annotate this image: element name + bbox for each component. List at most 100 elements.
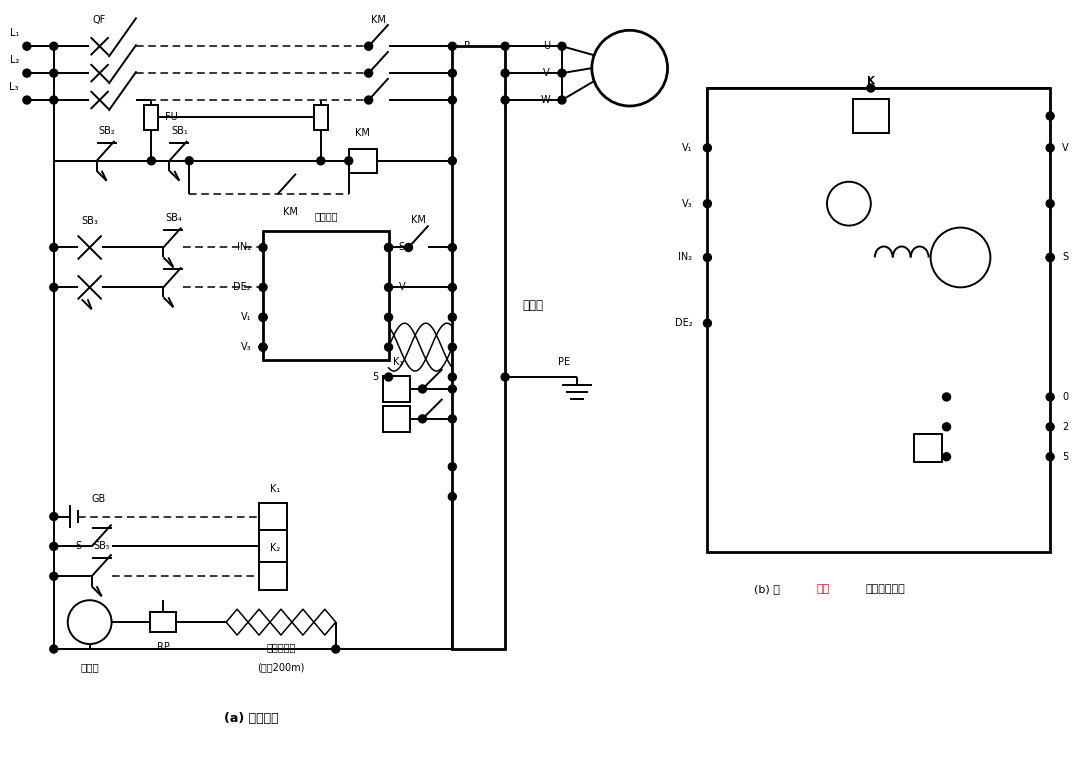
Circle shape [1046,200,1054,207]
Circle shape [23,96,31,104]
Circle shape [147,157,155,164]
Text: SB₃: SB₃ [81,216,98,226]
Text: QF: QF [93,15,106,25]
Text: 变频器: 变频器 [523,299,543,312]
Circle shape [1046,393,1054,401]
Circle shape [385,373,393,381]
Circle shape [364,96,373,104]
Circle shape [364,42,373,50]
Circle shape [448,157,456,164]
Text: SB₂: SB₂ [98,126,115,136]
Circle shape [448,343,456,351]
Text: (a) 控制电路: (a) 控制电路 [224,712,278,725]
Text: V₁: V₁ [682,143,693,153]
Bar [453,46,505,649]
Circle shape [259,313,267,321]
Text: 5: 5 [1063,451,1068,462]
Text: SB₄: SB₄ [165,213,182,223]
Text: 0: 0 [372,312,379,322]
Text: V: V [398,282,405,292]
Text: 操作: 操作 [816,584,829,594]
Circle shape [943,393,950,401]
Text: RP: RP [157,642,170,652]
Circle shape [419,385,427,393]
Text: Hz: Hz [84,617,95,627]
Text: IN₂: IN₂ [237,243,251,252]
Circle shape [448,415,456,423]
Text: (b) 远: (b) 远 [754,584,780,594]
Bar [383,376,410,402]
Circle shape [448,463,456,470]
Circle shape [50,69,58,77]
Text: 频率表: 频率表 [81,662,99,672]
Circle shape [364,69,373,77]
Text: T: T [465,95,470,105]
Circle shape [50,96,58,104]
Circle shape [704,253,711,262]
Text: FU: FU [166,112,178,122]
Bar [383,406,410,431]
Bar [259,562,287,591]
Bar [853,99,889,133]
Circle shape [259,343,267,351]
Text: 0: 0 [1063,392,1068,402]
Text: 2DF: 2DF [465,312,483,322]
Text: V: V [465,282,471,292]
Bar [707,88,1051,552]
Circle shape [1046,112,1054,120]
Text: KM: KM [371,15,386,25]
Circle shape [943,423,950,431]
Circle shape [558,96,566,104]
Circle shape [385,283,393,291]
Text: DE₂: DE₂ [233,282,251,292]
Circle shape [50,283,58,291]
Circle shape [704,144,711,151]
Circle shape [259,343,267,351]
Text: K₁: K₁ [269,483,280,493]
Circle shape [332,645,339,653]
Circle shape [345,157,352,164]
Circle shape [385,343,393,351]
Text: V: V [543,68,550,78]
Circle shape [50,542,58,550]
Text: 3DF: 3DF [465,342,483,352]
Circle shape [1046,453,1054,461]
Circle shape [405,243,412,252]
Text: V₃: V₃ [682,199,693,209]
Circle shape [558,69,566,77]
Bar [349,149,376,173]
Text: V: V [1063,143,1069,153]
Text: 5: 5 [372,372,379,382]
Bar [263,230,388,360]
Text: 2: 2 [1063,422,1068,431]
Text: SB₅: SB₅ [94,542,110,552]
Text: S: S [75,542,82,552]
Text: K: K [867,76,875,86]
Text: L₂: L₂ [10,55,19,65]
Text: S: S [1063,252,1068,262]
Text: KM: KM [284,207,298,216]
Circle shape [448,313,456,321]
Text: 远操作盘: 远操作盘 [314,212,337,222]
Circle shape [591,31,668,106]
Circle shape [316,157,325,164]
Text: IN₂: IN₂ [679,252,693,262]
Circle shape [501,96,509,104]
Text: PE: PE [558,357,570,367]
Circle shape [68,601,111,644]
Text: S: S [465,243,470,252]
Circle shape [1046,253,1054,262]
Circle shape [931,227,991,288]
Circle shape [501,42,509,50]
Text: K₂: K₂ [394,387,404,397]
Text: 3~: 3~ [623,74,637,84]
Circle shape [448,373,456,381]
Circle shape [501,69,509,77]
Circle shape [50,645,58,653]
Text: KM: KM [356,128,370,138]
Circle shape [558,42,566,50]
Circle shape [1046,144,1054,151]
Circle shape [704,319,711,327]
Text: K₁: K₁ [394,357,404,367]
Circle shape [185,157,193,164]
